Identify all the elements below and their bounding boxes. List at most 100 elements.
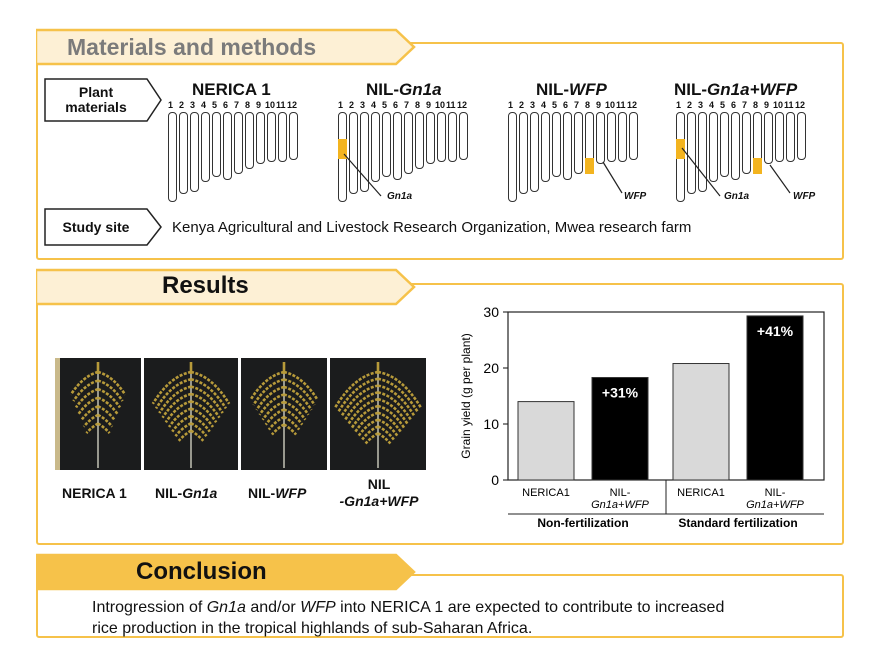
chromosome-number: 1 [338, 100, 344, 110]
chromosome-10 [607, 112, 616, 162]
chromosome-5 [382, 112, 391, 177]
bar-label: NERICA1 [677, 487, 725, 499]
bar-label: NIL- [765, 487, 786, 499]
chromosome-12 [459, 112, 468, 160]
chromosome-number: 6 [393, 100, 399, 110]
chromosome-number: 6 [731, 100, 737, 110]
chromosome-number: 9 [764, 100, 770, 110]
gene-label-gn1a-2: Gn1a [724, 191, 750, 202]
chromosome-2 [349, 112, 358, 194]
chromosome-8 [585, 112, 594, 174]
chromosome-5 [212, 112, 221, 177]
bar [672, 363, 730, 481]
photo-label-nil-gn1a-wfp: NIL -Gn1a+WFP [339, 476, 419, 509]
chromosome-1 [168, 112, 177, 202]
chromosome-number: 3 [530, 100, 536, 110]
chromosome-number: 9 [426, 100, 432, 110]
panicle-image [333, 362, 423, 468]
chromosome-number: 11 [784, 100, 794, 110]
chromosome-number: 2 [179, 100, 185, 110]
results-title-banner [36, 268, 416, 306]
study-site-text: Kenya Agricultural and Livestock Researc… [172, 219, 692, 236]
panicle-photo-nil-gn1a-wfp [330, 358, 426, 470]
conclusion-title-banner [36, 553, 416, 591]
y-tick-label: 0 [491, 472, 499, 488]
y-tick-label: 10 [483, 416, 499, 432]
photo-label-nerica1: NERICA 1 [62, 485, 127, 501]
chromosome-10 [775, 112, 784, 162]
chromosome-number: 6 [563, 100, 569, 110]
karyotype-nerica1: 1 2 3 4 5 6 7 8 9 10 11 12 [168, 100, 318, 210]
chromosome-number: 11 [616, 100, 626, 110]
chromosome-8 [753, 112, 762, 174]
chromosome-5 [552, 112, 561, 177]
chromosome-10 [267, 112, 276, 162]
bar-annotation: +31% [602, 385, 639, 401]
chromosome-11 [448, 112, 457, 162]
chromosome-number: 11 [276, 100, 286, 110]
chromosome-number: 9 [256, 100, 262, 110]
bar [517, 401, 575, 481]
study-label-text: Study site [62, 218, 130, 235]
chromosome-number: 10 [773, 100, 784, 110]
chromosome-1 [676, 112, 685, 202]
chromosome-6 [223, 112, 232, 180]
chromosome-4 [371, 112, 380, 182]
chromosome-number: 7 [404, 100, 410, 110]
chromosome-7 [404, 112, 413, 174]
chromosome-number: 5 [212, 100, 218, 110]
line-title-nil-gn1a-wfp: NIL-Gn1a+WFP [674, 80, 798, 99]
chromosome-2 [687, 112, 696, 194]
chromosome-number: 12 [457, 100, 468, 110]
chromosome-9 [426, 112, 435, 164]
bar-label: NIL- [610, 487, 631, 499]
chromosome-4 [541, 112, 550, 182]
chromosome-9 [596, 112, 605, 164]
chromosome-number: 4 [541, 100, 547, 110]
chromosome-6 [393, 112, 402, 180]
chromosome-11 [278, 112, 287, 162]
chromosome-12 [797, 112, 806, 160]
chromosome-number: 12 [795, 100, 806, 110]
materials-title-banner [36, 28, 416, 66]
chromosome-number: 12 [627, 100, 638, 110]
chromosome-number: 2 [519, 100, 525, 110]
chromosome-12 [289, 112, 298, 160]
karyotype-nil-gn1a-wfp: 1 2 3 4 5 6 7 8 9 10 11 12 [676, 100, 826, 210]
plant-label-line2: materials [65, 99, 127, 115]
chromosome-number: 1 [508, 100, 514, 110]
bar-label: Gn1a+WFP [746, 499, 804, 511]
chromosome-number: 8 [245, 100, 251, 110]
group-label: Non-fertilization [537, 516, 628, 530]
gene-label-wfp: WFP [624, 191, 647, 202]
chromosome-number: 4 [709, 100, 715, 110]
conclusion-title: Conclusion [136, 558, 267, 585]
y-tick-label: 30 [483, 304, 499, 320]
chromosome-1 [508, 112, 517, 202]
plant-materials-label: Plant materials [44, 78, 164, 122]
bar [746, 315, 804, 481]
karyotype-nil-wfp: 1 2 3 4 5 6 7 8 9 10 11 12 [508, 100, 658, 210]
chromosome-number: 10 [265, 100, 276, 110]
chromosome-number: 3 [360, 100, 366, 110]
y-tick-label: 20 [483, 360, 499, 376]
chromosome-6 [731, 112, 740, 180]
chromosome-7 [742, 112, 751, 174]
gene-label-wfp-2: WFP [793, 191, 816, 202]
chromosome-11 [786, 112, 795, 162]
results-title: Results [162, 272, 249, 299]
chromosome-number: 10 [435, 100, 446, 110]
chromosome-number: 3 [698, 100, 704, 110]
photo-label-nil-wfp: NIL-WFP [248, 485, 307, 501]
line-title-nerica1: NERICA 1 [192, 80, 271, 99]
chromosome-number: 2 [687, 100, 693, 110]
chromosome-6 [563, 112, 572, 180]
chromosome-number: 4 [371, 100, 377, 110]
plant-label-line1: Plant [78, 84, 114, 100]
chromosome-number: 5 [552, 100, 558, 110]
chromosome-number: 7 [574, 100, 580, 110]
chromosome-9 [256, 112, 265, 164]
chromosome-number: 1 [676, 100, 682, 110]
bar-annotation: +41% [757, 323, 794, 339]
photo-label-nil-gn1a: NIL-Gn1a [155, 485, 218, 501]
